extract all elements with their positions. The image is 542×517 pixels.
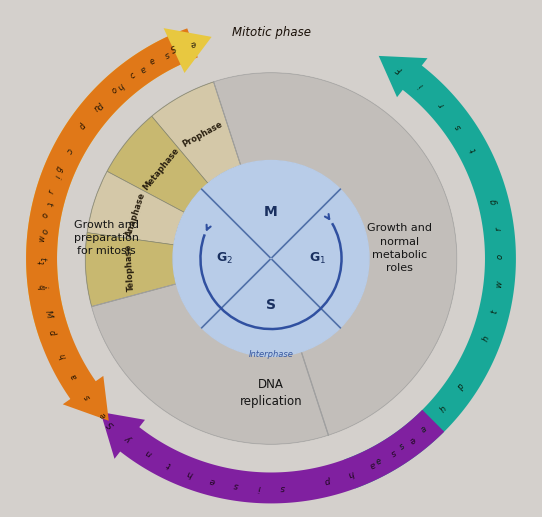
Text: s: s — [454, 122, 463, 131]
Wedge shape — [86, 73, 456, 444]
Text: h: h — [438, 405, 449, 415]
Text: w: w — [37, 235, 47, 242]
Text: Prophase: Prophase — [180, 120, 224, 149]
Polygon shape — [63, 376, 109, 421]
Text: Interphase: Interphase — [249, 351, 293, 359]
Text: F: F — [395, 63, 404, 73]
Text: a: a — [368, 459, 377, 469]
Text: t: t — [43, 200, 53, 206]
Text: t: t — [468, 146, 478, 154]
Polygon shape — [379, 56, 428, 97]
Text: o: o — [38, 227, 48, 234]
Text: r: r — [437, 100, 446, 109]
Text: G$_2$: G$_2$ — [216, 251, 233, 266]
Text: M: M — [264, 205, 278, 219]
Text: Growth and
preparation
for mitosis: Growth and preparation for mitosis — [74, 220, 139, 256]
Polygon shape — [344, 65, 516, 489]
Circle shape — [173, 161, 369, 356]
Text: h: h — [115, 80, 126, 90]
Polygon shape — [26, 36, 182, 342]
Wedge shape — [107, 116, 208, 212]
Text: d: d — [78, 122, 88, 131]
Text: g: g — [55, 165, 65, 173]
Text: M: M — [43, 309, 54, 319]
Polygon shape — [118, 410, 444, 504]
Text: S: S — [106, 418, 117, 429]
Text: r: r — [494, 226, 503, 231]
Text: a: a — [69, 372, 80, 381]
Text: s: s — [389, 448, 397, 458]
Text: c: c — [128, 70, 137, 80]
Circle shape — [86, 73, 456, 444]
Text: w: w — [494, 280, 504, 288]
Wedge shape — [214, 73, 456, 435]
Text: t: t — [37, 261, 46, 264]
Text: i: i — [417, 81, 425, 89]
Text: t: t — [489, 309, 499, 314]
Text: s: s — [398, 442, 407, 451]
Text: e: e — [149, 57, 157, 67]
Text: r: r — [47, 189, 56, 194]
Text: h: h — [347, 468, 356, 479]
Polygon shape — [100, 412, 145, 459]
Text: S: S — [266, 298, 276, 312]
Text: S: S — [170, 45, 178, 56]
Text: e: e — [209, 475, 216, 485]
Text: a: a — [138, 63, 147, 73]
Wedge shape — [92, 284, 328, 444]
Text: o: o — [41, 211, 50, 218]
Text: h: h — [186, 468, 195, 479]
Text: G$_1$: G$_1$ — [309, 251, 326, 266]
Text: Mitotic phase: Mitotic phase — [231, 26, 311, 39]
Text: t: t — [37, 257, 46, 260]
Text: e: e — [98, 410, 108, 420]
Text: p: p — [455, 383, 466, 392]
Text: n: n — [144, 447, 153, 458]
Text: Growth and
normal
metabolic
roles: Growth and normal metabolic roles — [367, 223, 433, 273]
Wedge shape — [86, 233, 176, 307]
Text: Anaphase: Anaphase — [125, 191, 147, 238]
Text: p: p — [95, 100, 106, 110]
Text: o: o — [496, 254, 505, 259]
Text: h: h — [58, 351, 68, 360]
Polygon shape — [164, 28, 211, 73]
Text: i: i — [257, 483, 261, 492]
Text: p: p — [49, 329, 59, 337]
Polygon shape — [26, 28, 198, 402]
Wedge shape — [152, 82, 241, 184]
Text: h: h — [481, 334, 491, 342]
Text: s: s — [163, 49, 171, 59]
Text: t: t — [165, 459, 172, 469]
Text: s: s — [233, 480, 238, 490]
Text: i: i — [52, 174, 61, 179]
Text: c: c — [63, 146, 74, 155]
Wedge shape — [87, 171, 184, 245]
Text: i: i — [38, 285, 48, 288]
Text: Telophase: Telophase — [124, 243, 136, 291]
Text: a: a — [420, 424, 429, 434]
Text: s: s — [280, 483, 285, 492]
Text: g: g — [488, 198, 498, 205]
Text: s: s — [83, 392, 93, 401]
Text: h: h — [38, 283, 48, 290]
Text: e: e — [408, 434, 417, 445]
Text: y: y — [125, 434, 134, 444]
Text: o: o — [109, 86, 119, 96]
Text: e: e — [375, 456, 383, 466]
Text: n: n — [93, 103, 103, 113]
Text: e: e — [189, 38, 197, 48]
Text: p: p — [325, 476, 333, 485]
Text: Metaphase: Metaphase — [141, 146, 180, 192]
Text: DNA
replication: DNA replication — [240, 377, 302, 407]
